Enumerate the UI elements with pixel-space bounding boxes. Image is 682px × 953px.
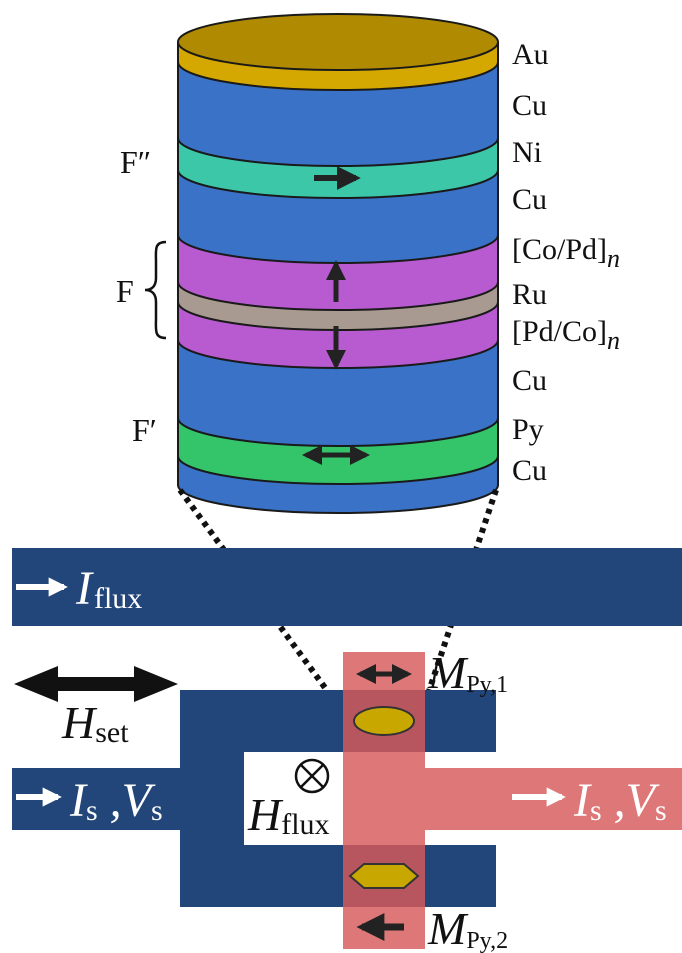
layer-cu-1: [178, 62, 498, 166]
i-flux-label: Iflux: [75, 562, 142, 615]
h-set-arrow: [14, 666, 178, 702]
label-ru: Ru: [512, 278, 547, 311]
is-vs-right-label: Is ,Vs: [573, 774, 667, 827]
h-flux-into-page-symbol: [294, 758, 330, 794]
label-f: F: [116, 273, 134, 309]
label-cu-4: Cu: [512, 454, 547, 487]
m-py2-label: MPy,2: [427, 903, 508, 953]
label-ni: Ni: [512, 136, 542, 169]
flux-line: [12, 548, 682, 626]
label-pd-co: [Pd/Co]n: [512, 315, 620, 355]
label-cu-1: Cu: [512, 89, 547, 122]
label-py: Py: [512, 413, 544, 446]
pillar-stack: [177, 13, 499, 514]
h-flux-label: Hflux: [247, 789, 330, 841]
label-co-pd: [Co/Pd]n: [512, 233, 620, 273]
label-au: Au: [512, 38, 549, 71]
h-set-label: Hset: [61, 697, 129, 749]
label-cu-3: Cu: [512, 364, 547, 397]
m-py1-label: MPy,1: [427, 647, 508, 698]
layer-cu-3: [178, 340, 498, 446]
label-cu-2: Cu: [512, 183, 547, 216]
pillar-top: [178, 14, 498, 70]
nanopillar-2: [348, 863, 420, 889]
nanopillar-1: [353, 706, 415, 736]
label-f-prime: F′: [132, 412, 157, 448]
label-f-double-prime: F″: [120, 144, 151, 180]
is-vs-left-label: Is ,Vs: [69, 774, 163, 827]
f-brace: [144, 240, 167, 340]
